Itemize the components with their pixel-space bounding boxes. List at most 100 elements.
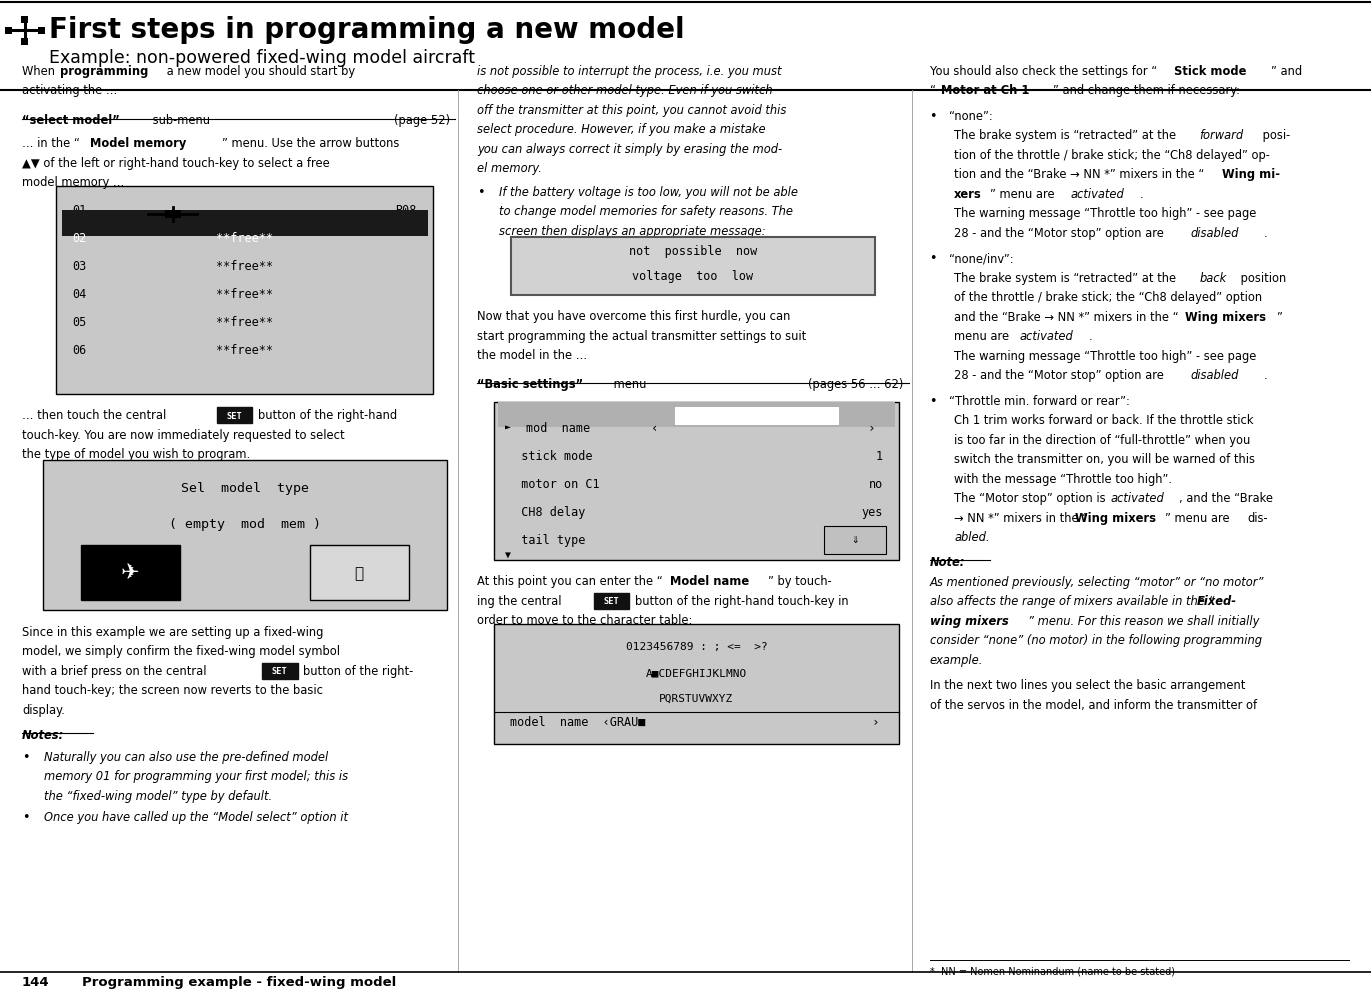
Text: Since in this example we are setting up a fixed-wing: Since in this example we are setting up … xyxy=(22,626,324,639)
Text: **free**: **free** xyxy=(217,316,273,329)
Text: 0123456789 : ; <=  >?: 0123456789 : ; <= >? xyxy=(625,642,768,652)
Text: ” menu. Use the arrow buttons: ” menu. Use the arrow buttons xyxy=(222,137,399,150)
Text: you can always correct it simply by erasing the mod-: you can always correct it simply by eras… xyxy=(477,143,783,156)
Text: In the next two lines you select the basic arrangement: In the next two lines you select the bas… xyxy=(930,679,1245,692)
Text: .: . xyxy=(1139,188,1143,201)
Text: display.: display. xyxy=(22,704,64,717)
Text: 28 - and the “Motor stop” option are: 28 - and the “Motor stop” option are xyxy=(954,369,1168,382)
Text: hand touch-key; the screen now reverts to the basic: hand touch-key; the screen now reverts t… xyxy=(22,684,324,697)
FancyBboxPatch shape xyxy=(22,38,27,44)
Text: 01: 01 xyxy=(73,204,86,217)
Text: ‹: ‹ xyxy=(651,422,658,435)
Text: tail type: tail type xyxy=(507,534,585,547)
Text: **free**: **free** xyxy=(217,260,273,273)
Text: SET: SET xyxy=(603,597,620,606)
Text: sub-menu: sub-menu xyxy=(149,114,210,127)
Text: 02: 02 xyxy=(73,232,86,245)
FancyBboxPatch shape xyxy=(0,2,1371,90)
Text: A■CDEFGHIJKLMNO: A■CDEFGHIJKLMNO xyxy=(646,668,747,678)
Text: ” menu are: ” menu are xyxy=(990,188,1058,201)
Text: Model name: Model name xyxy=(670,575,750,588)
Text: ▲▼ of the left or right-hand touch-key to select a free: ▲▼ of the left or right-hand touch-key t… xyxy=(22,157,329,170)
Text: ›: › xyxy=(868,422,875,435)
Text: Model memory: Model memory xyxy=(90,137,186,150)
Text: The brake system is “retracted” at the: The brake system is “retracted” at the xyxy=(954,129,1180,142)
Text: off the transmitter at this point, you cannot avoid this: off the transmitter at this point, you c… xyxy=(477,104,787,117)
Text: ” menu. For this reason we shall initially: ” menu. For this reason we shall initial… xyxy=(1028,615,1260,628)
Text: normal: normal xyxy=(840,534,883,547)
Text: is too far in the direction of “full-throttle” when you: is too far in the direction of “full-thr… xyxy=(954,434,1250,447)
Text: The warning message “Throttle too high” - see page: The warning message “Throttle too high” … xyxy=(954,350,1257,363)
Text: The brake system is “retracted” at the: The brake system is “retracted” at the xyxy=(954,272,1180,285)
FancyBboxPatch shape xyxy=(494,402,899,560)
Text: yes: yes xyxy=(861,506,883,519)
Text: 06: 06 xyxy=(73,344,86,357)
Text: 1: 1 xyxy=(876,450,883,463)
Text: stick mode: stick mode xyxy=(507,450,592,463)
Text: **free**: **free** xyxy=(217,344,273,357)
Text: ” and: ” and xyxy=(1271,65,1302,78)
Text: (page 52): (page 52) xyxy=(393,114,450,127)
FancyBboxPatch shape xyxy=(81,545,180,600)
Text: motor on C1: motor on C1 xyxy=(507,478,600,491)
Text: programming: programming xyxy=(60,65,148,78)
Text: ing the central: ing the central xyxy=(477,595,565,608)
Text: Example: non-powered fixed-wing model aircraft: Example: non-powered fixed-wing model ai… xyxy=(49,49,476,67)
Text: is not possible to interrupt the process, i.e. you must: is not possible to interrupt the process… xyxy=(477,65,781,78)
Text: The “Motor stop” option is: The “Motor stop” option is xyxy=(954,492,1109,505)
Text: menu: menu xyxy=(610,378,647,391)
Text: of the servos in the model, and inform the transmitter of: of the servos in the model, and inform t… xyxy=(930,699,1257,712)
Text: select procedure. However, if you make a mistake: select procedure. However, if you make a… xyxy=(477,123,766,136)
Text: disabled: disabled xyxy=(1190,369,1238,382)
Text: xers: xers xyxy=(954,188,982,201)
Text: start programming the actual transmitter settings to suit: start programming the actual transmitter… xyxy=(477,330,806,343)
Text: Motor at Ch 1: Motor at Ch 1 xyxy=(941,84,1028,97)
Text: The warning message “Throttle too high” - see page: The warning message “Throttle too high” … xyxy=(954,207,1257,220)
Text: **free**: **free** xyxy=(217,288,273,301)
Text: menu are: menu are xyxy=(954,330,1013,343)
FancyBboxPatch shape xyxy=(38,27,45,33)
Text: button of the right-hand touch-key in: button of the right-hand touch-key in xyxy=(635,595,849,608)
Text: ▼: ▼ xyxy=(505,550,510,560)
Text: 04: 04 xyxy=(73,288,86,301)
Text: “none”:: “none”: xyxy=(949,110,993,123)
Text: .: . xyxy=(1089,330,1093,343)
Text: consider “none” (no motor) in the following programming: consider “none” (no motor) in the follow… xyxy=(930,634,1261,647)
Text: model, we simply confirm the fixed-wing model symbol: model, we simply confirm the fixed-wing … xyxy=(22,645,340,658)
Text: At this point you can enter the “: At this point you can enter the “ xyxy=(477,575,662,588)
Text: forward: forward xyxy=(1200,129,1243,142)
Text: → NN *” mixers in the “: → NN *” mixers in the “ xyxy=(954,512,1089,525)
FancyBboxPatch shape xyxy=(594,593,629,609)
Text: ”: ” xyxy=(1276,311,1282,324)
Text: also affects the range of mixers available in the “: also affects the range of mixers availab… xyxy=(930,595,1215,608)
Text: activated: activated xyxy=(1111,492,1164,505)
Text: 03: 03 xyxy=(73,260,86,273)
Text: dis-: dis- xyxy=(1248,512,1268,525)
FancyBboxPatch shape xyxy=(498,402,895,427)
Text: the model in the …: the model in the … xyxy=(477,349,587,362)
FancyBboxPatch shape xyxy=(217,407,252,423)
Text: model memory …: model memory … xyxy=(22,176,125,189)
Text: example.: example. xyxy=(930,654,983,667)
Text: … then touch the central: … then touch the central xyxy=(22,409,170,422)
Text: position: position xyxy=(1237,272,1286,285)
Text: posi-: posi- xyxy=(1259,129,1290,142)
Text: activated: activated xyxy=(1020,330,1073,343)
Text: Sel  model  type: Sel model type xyxy=(181,482,308,495)
Text: •: • xyxy=(22,811,29,824)
Text: 05: 05 xyxy=(73,316,86,329)
Text: •: • xyxy=(930,395,936,408)
Text: PQRSTUVWXYZ: PQRSTUVWXYZ xyxy=(659,694,733,704)
Text: •: • xyxy=(477,186,485,199)
Text: choose one or other model type. Even if you switch: choose one or other model type. Even if … xyxy=(477,84,773,97)
FancyBboxPatch shape xyxy=(165,210,181,218)
Text: Notes:: Notes: xyxy=(22,729,64,742)
Text: with a brief press on the central: with a brief press on the central xyxy=(22,665,210,678)
Text: Ch 1 trim works forward or back. If the throttle stick: Ch 1 trim works forward or back. If the … xyxy=(954,414,1253,427)
Text: Wing mixers: Wing mixers xyxy=(1075,512,1156,525)
Text: disabled: disabled xyxy=(1190,227,1238,240)
Text: “Basic settings”: “Basic settings” xyxy=(477,378,583,391)
Text: with the message “Throttle too high”.: with the message “Throttle too high”. xyxy=(954,473,1172,486)
Text: el memory.: el memory. xyxy=(477,162,542,175)
Text: back: back xyxy=(1200,272,1227,285)
